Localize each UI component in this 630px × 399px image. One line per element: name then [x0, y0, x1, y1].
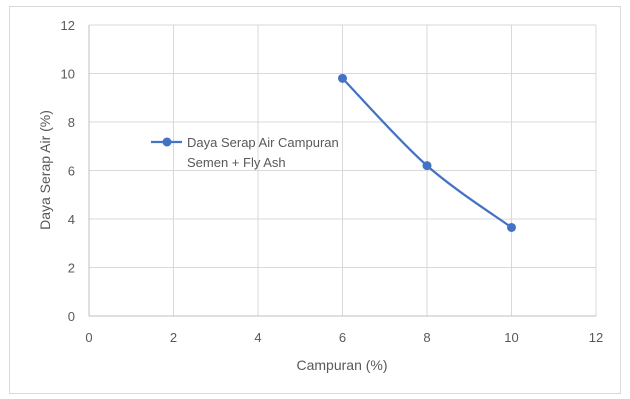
x-tick-label: 10 — [504, 330, 518, 345]
data-series — [338, 73, 516, 232]
data-point — [422, 161, 432, 171]
x-tick-label: 4 — [254, 330, 261, 345]
gridlines — [89, 24, 597, 316]
legend-label: Daya Serap Air Campuran — [187, 135, 339, 150]
data-point — [507, 222, 516, 232]
legend-label: Semen + Fly Ash — [187, 155, 286, 170]
x-tick-label: 8 — [423, 330, 430, 345]
chart-area — [9, 6, 621, 394]
y-tick-label: 4 — [68, 212, 75, 227]
y-tick-label: 6 — [68, 164, 75, 179]
legend-marker — [162, 137, 172, 147]
y-tick-label: 8 — [68, 115, 75, 130]
y-tick-label: 0 — [68, 309, 75, 324]
axes: 0 2 4 6 8 10 12 0 2 4 6 8 10 12 — [61, 18, 604, 345]
x-tick-label: 0 — [85, 330, 92, 345]
x-tick-label: 6 — [339, 330, 346, 345]
y-tick-label: 2 — [68, 261, 75, 276]
x-tick-label: 2 — [170, 330, 177, 345]
x-axis-title: Campuran (%) — [296, 357, 387, 373]
y-axis-title: Daya Serap Air (%) — [37, 110, 53, 230]
legend: Daya Serap Air Campuran Semen + Fly Ash — [151, 135, 339, 170]
y-tick-label: 12 — [61, 18, 75, 33]
data-point — [338, 73, 347, 83]
x-tick-label: 12 — [589, 330, 603, 345]
y-tick-label: 10 — [61, 67, 75, 82]
